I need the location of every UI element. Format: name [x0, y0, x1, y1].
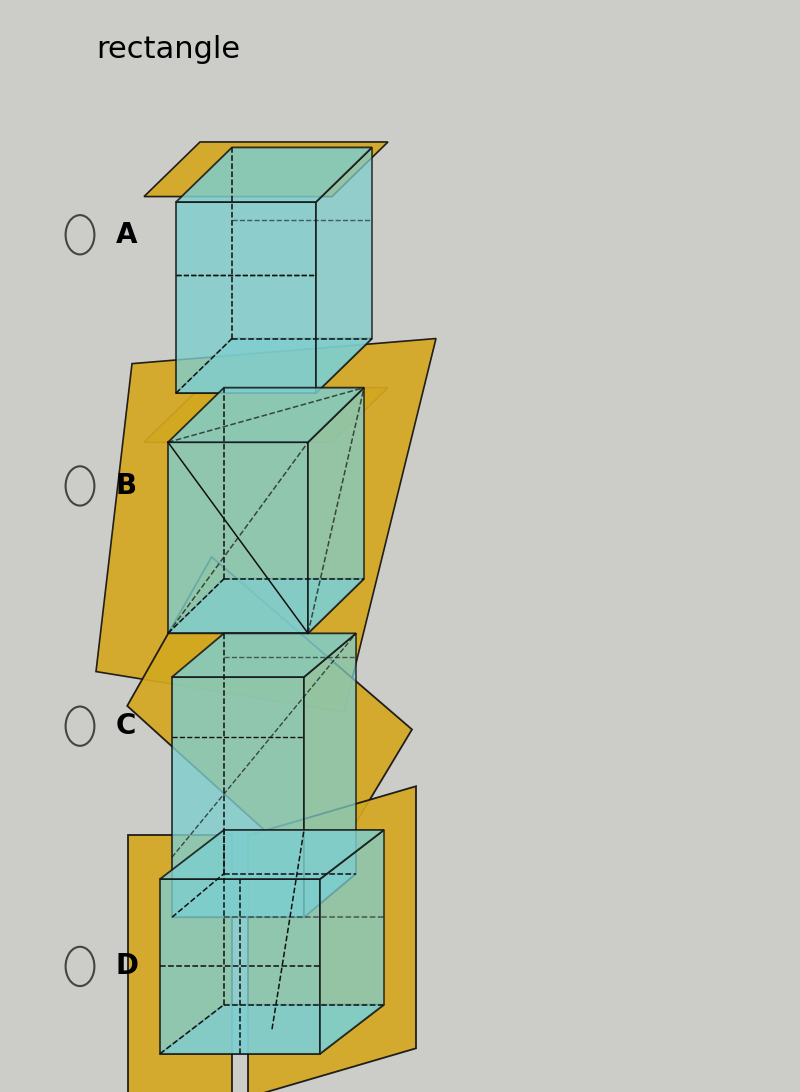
Text: C: C	[116, 712, 136, 740]
Polygon shape	[172, 633, 356, 677]
Polygon shape	[248, 786, 416, 1092]
Polygon shape	[176, 147, 372, 202]
Polygon shape	[320, 830, 384, 1054]
Polygon shape	[176, 202, 316, 393]
Polygon shape	[144, 388, 388, 442]
Polygon shape	[168, 579, 364, 633]
Polygon shape	[96, 339, 436, 712]
Polygon shape	[144, 142, 388, 197]
Polygon shape	[176, 339, 372, 393]
Polygon shape	[172, 874, 356, 917]
Polygon shape	[168, 442, 308, 633]
Polygon shape	[304, 633, 356, 917]
Polygon shape	[128, 835, 232, 1092]
Polygon shape	[160, 879, 320, 1054]
Text: rectangle: rectangle	[96, 35, 240, 63]
Polygon shape	[160, 830, 384, 879]
Polygon shape	[168, 388, 364, 442]
Polygon shape	[160, 1005, 384, 1054]
Text: B: B	[116, 472, 137, 500]
Text: A: A	[116, 221, 138, 249]
Polygon shape	[316, 147, 372, 393]
Polygon shape	[308, 388, 364, 633]
Polygon shape	[172, 677, 304, 917]
Text: D: D	[116, 952, 139, 981]
Polygon shape	[127, 557, 412, 881]
